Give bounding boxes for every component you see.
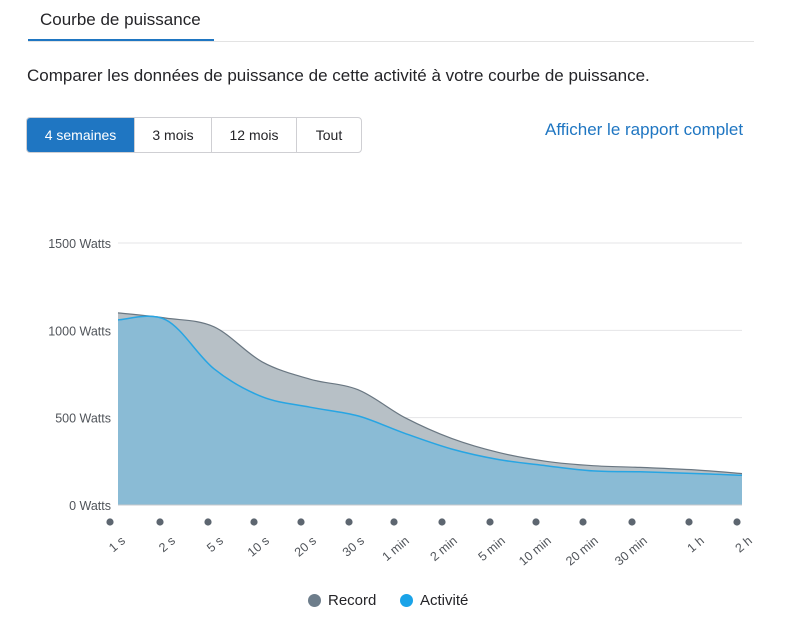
x-tick-marker	[156, 518, 164, 526]
x-tick-marker	[390, 518, 398, 526]
legend-marker-record	[308, 593, 321, 607]
y-tick-label: 500 Watts	[55, 412, 111, 426]
range-option-12-months[interactable]: 12 mois	[212, 118, 297, 152]
x-tick-label: 10 min	[516, 534, 554, 569]
x-tick-marker	[204, 518, 212, 526]
range-option-4-weeks[interactable]: 4 semaines	[27, 118, 135, 152]
x-tick-marker	[579, 518, 587, 526]
tab-power-curve[interactable]: Courbe de puissance	[28, 0, 214, 41]
x-tick-label: 5 min	[476, 534, 508, 564]
tab-bar: Courbe de puissance	[28, 0, 754, 42]
x-tick-label: 1 min	[380, 534, 412, 564]
x-tick-label: 10 s	[245, 534, 272, 560]
y-tick-label: 1000 Watts	[48, 324, 111, 338]
x-tick-label: 2 min	[428, 534, 460, 564]
x-tick-marker	[628, 518, 636, 526]
chart-legend: Record Activité	[0, 588, 800, 612]
x-tick-label: 20 s	[292, 534, 319, 560]
x-tick-marker	[486, 518, 494, 526]
x-tick-marker	[438, 518, 446, 526]
x-tick-label: 2 s	[156, 534, 178, 555]
x-tick-label: 30 min	[612, 534, 650, 569]
x-tick-label: 2 h	[733, 534, 755, 556]
chart-description: Comparer les données de puissance de cet…	[27, 66, 650, 85]
legend-item-activity[interactable]: Activité	[400, 588, 468, 612]
range-option-3-months[interactable]: 3 mois	[135, 118, 212, 152]
x-tick-marker	[106, 518, 114, 526]
series-line-activity	[117, 315, 743, 477]
x-tick-marker	[345, 518, 353, 526]
range-option-all[interactable]: Tout	[315, 127, 343, 143]
x-tick-label: 1 h	[685, 534, 707, 556]
y-tick-label: 1500 Watts	[48, 237, 111, 251]
legend-marker-activity	[400, 593, 413, 607]
time-range-selector: 4 semaines 3 mois 12 mois Tout	[26, 117, 362, 153]
series-area-activity	[118, 316, 742, 505]
x-tick-label: 5 s	[204, 534, 226, 555]
x-tick-marker	[532, 518, 540, 526]
x-tick-marker	[297, 518, 305, 526]
legend-label-record: Record	[328, 591, 377, 609]
series-line-record	[117, 312, 743, 475]
x-tick-label: 30 s	[340, 534, 367, 560]
full-report-link[interactable]: Afficher le rapport complet	[545, 120, 744, 139]
legend-label-activity: Activité	[420, 591, 469, 609]
x-tick-marker	[733, 518, 741, 526]
x-tick-label: 1 s	[106, 534, 128, 555]
legend-item-record[interactable]: Record	[308, 588, 376, 612]
x-tick-marker	[250, 518, 258, 526]
y-tick-label: 0 Watts	[69, 499, 111, 513]
x-tick-label: 20 min	[563, 534, 601, 569]
x-tick-marker	[685, 518, 693, 526]
